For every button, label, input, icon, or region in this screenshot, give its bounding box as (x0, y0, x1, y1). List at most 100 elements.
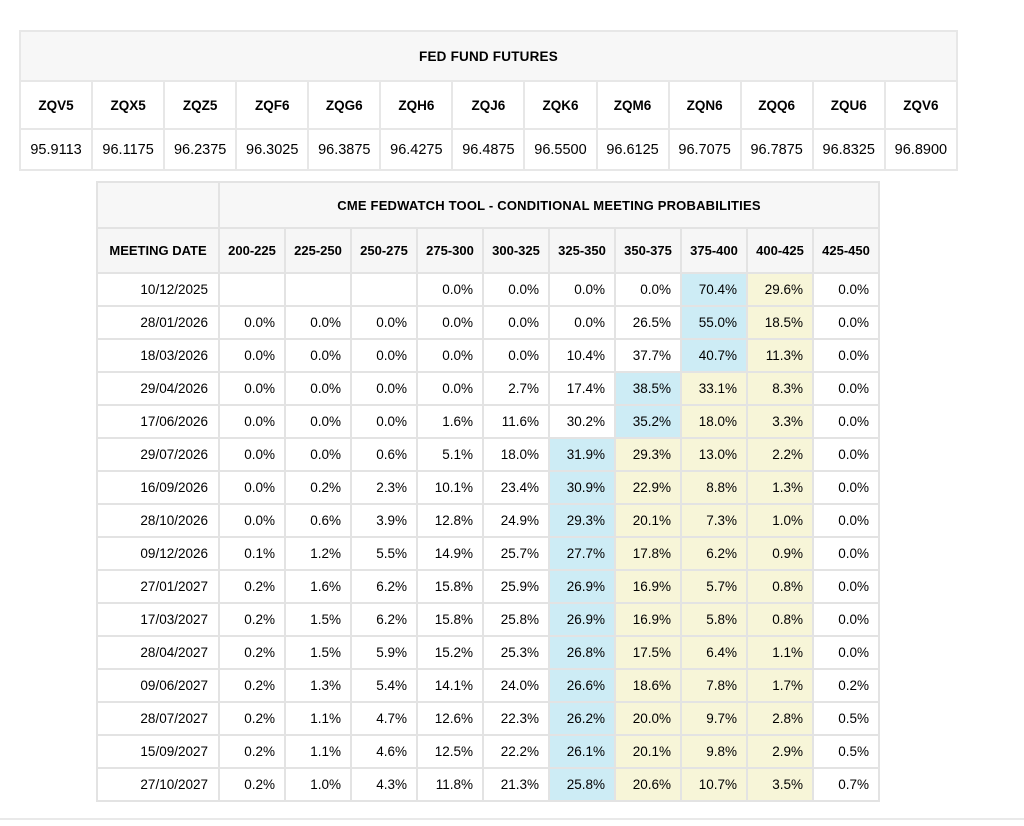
contract-symbol: ZQX5 (91, 80, 166, 130)
probability-cell: 18.0% (680, 404, 748, 439)
probability-cell: 30.9% (548, 470, 616, 505)
probability-cell: 12.5% (416, 734, 484, 769)
rate-range-header: 200-225 (218, 227, 286, 274)
probability-cell: 0.6% (350, 437, 418, 472)
probability-cell: 29.3% (614, 437, 682, 472)
probability-cell: 0.2% (218, 767, 286, 802)
probability-cell: 2.2% (746, 437, 814, 472)
meeting-date: 28/10/2026 (96, 503, 220, 538)
meeting-date: 09/06/2027 (96, 668, 220, 703)
probability-cell: 18.6% (614, 668, 682, 703)
contract-price: 96.3025 (235, 128, 310, 171)
contract-symbol: ZQM6 (595, 80, 670, 130)
probability-cell: 0.0% (284, 371, 352, 406)
probability-cell: 0.0% (482, 338, 550, 373)
probability-cell: 1.2% (284, 536, 352, 571)
meeting-row: 18/03/2026 0.0% 0.0% 0.0% 0.0% 0.0% 10.4% 37.7%… (96, 338, 880, 373)
probability-cell: 0.0% (812, 470, 880, 505)
probability-cell: 22.3% (482, 701, 550, 736)
contract-price: 96.2375 (163, 128, 238, 171)
contract-price: 96.4275 (379, 128, 454, 171)
probability-cell: 15.8% (416, 569, 484, 604)
contract-price: 96.7875 (739, 128, 814, 171)
futures-table-title: FED FUND FUTURES (19, 30, 958, 82)
probability-cell: 31.9% (548, 437, 616, 472)
probability-cell: 29.6% (746, 272, 814, 307)
probability-cell: 26.5% (614, 305, 682, 340)
contract-price: 95.9113 (18, 128, 94, 171)
meeting-row: 27/10/2027 0.2% 1.0% 4.3% 11.8% 21.3% 25.8% 20.… (96, 767, 880, 802)
fedwatch-probabilities-table: CME FEDWATCH TOOL - CONDITIONAL MEETING … (96, 181, 880, 802)
probability-cell: 26.9% (548, 602, 616, 637)
probability-cell: 0.0% (416, 272, 484, 307)
probability-cell: 0.0% (218, 437, 286, 472)
probability-cell: 0.0% (812, 503, 880, 538)
probability-cell: 0.2% (218, 635, 286, 670)
probability-cell: 6.2% (680, 536, 748, 571)
contract-price: 96.7075 (667, 128, 742, 171)
probability-cell: 0.0% (812, 305, 880, 340)
meeting-date: 16/09/2026 (96, 470, 220, 505)
fed-fund-futures-table: FED FUND FUTURES ZQV5 ZQX5 ZQZ5 ZQF6 ZQG6 ZQH… (18, 30, 959, 171)
contract-symbol: ZQF6 (235, 80, 310, 130)
probability-cell: 25.8% (548, 767, 616, 802)
probability-cell: 33.1% (680, 371, 748, 406)
probability-cell: 0.8% (746, 569, 814, 604)
probability-cell: 0.2% (218, 668, 286, 703)
probability-cell: 0.0% (812, 272, 880, 307)
probability-cell: 0.0% (284, 437, 352, 472)
probability-cell: 26.8% (548, 635, 616, 670)
probability-cell: 22.2% (482, 734, 550, 769)
probability-cell: 16.9% (614, 602, 682, 637)
probability-cell: 0.0% (350, 371, 418, 406)
contract-symbol: ZQU6 (811, 80, 886, 130)
probability-cell: 0.0% (812, 536, 880, 571)
contract-price: 96.5500 (523, 128, 598, 171)
probability-cell: 20.1% (614, 503, 682, 538)
probability-cell: 6.4% (680, 635, 748, 670)
probability-cell: 26.1% (548, 734, 616, 769)
probability-cell: 2.3% (350, 470, 418, 505)
probability-cell (218, 272, 286, 307)
probability-cell: 0.0% (218, 470, 286, 505)
probability-cell: 20.6% (614, 767, 682, 802)
probability-cell: 4.3% (350, 767, 418, 802)
probability-cell: 2.8% (746, 701, 814, 736)
meeting-row: 16/09/2026 0.0% 0.2% 2.3% 10.1% 23.4% 30.9% 22.… (96, 470, 880, 505)
probability-cell: 6.2% (350, 602, 418, 637)
probability-cell: 0.0% (614, 272, 682, 307)
contract-symbol: ZQV6 (883, 80, 959, 130)
probability-cell: 0.1% (218, 536, 286, 571)
probability-cell: 5.8% (680, 602, 748, 637)
probability-cell: 70.4% (680, 272, 748, 307)
meeting-row: 27/01/2027 0.2% 1.6% 6.2% 15.8% 25.9% 26.9% 16.… (96, 569, 880, 604)
probability-cell: 17.8% (614, 536, 682, 571)
probability-cell: 7.8% (680, 668, 748, 703)
probability-cell: 17.4% (548, 371, 616, 406)
probability-cell: 5.5% (350, 536, 418, 571)
probability-cell: 25.9% (482, 569, 550, 604)
probability-cell: 0.2% (218, 734, 286, 769)
meeting-date: 28/01/2026 (96, 305, 220, 340)
probability-cell: 9.7% (680, 701, 748, 736)
meeting-row: 17/06/2026 0.0% 0.0% 0.0% 1.6% 11.6% 30.2% 35.2… (96, 404, 880, 439)
meeting-date: 15/09/2027 (96, 734, 220, 769)
probability-cell: 0.0% (350, 404, 418, 439)
rate-range-header: 400-425 (746, 227, 814, 274)
contract-price: 96.6125 (595, 128, 670, 171)
fedwatch-table-body: 10/12/2025 0.0% 0.0% 0.0% 0.0% 70.4% 29.6% 0.0%… (96, 272, 880, 802)
probability-cell: 3.9% (350, 503, 418, 538)
rate-range-header: 325-350 (548, 227, 616, 274)
probability-cell: 0.0% (284, 305, 352, 340)
rate-range-header: 225-250 (284, 227, 352, 274)
probability-cell: 5.4% (350, 668, 418, 703)
contract-symbol: ZQK6 (523, 80, 598, 130)
probability-cell: 0.0% (482, 272, 550, 307)
probability-cell: 26.2% (548, 701, 616, 736)
probability-cell: 8.8% (680, 470, 748, 505)
meeting-row: 29/04/2026 0.0% 0.0% 0.0% 0.0% 2.7% 17.4% 38.5%… (96, 371, 880, 406)
probability-cell: 16.9% (614, 569, 682, 604)
contract-price: 96.1175 (91, 128, 166, 171)
meeting-row: 17/03/2027 0.2% 1.5% 6.2% 15.8% 25.8% 26.9% 16.… (96, 602, 880, 637)
probability-cell: 5.1% (416, 437, 484, 472)
